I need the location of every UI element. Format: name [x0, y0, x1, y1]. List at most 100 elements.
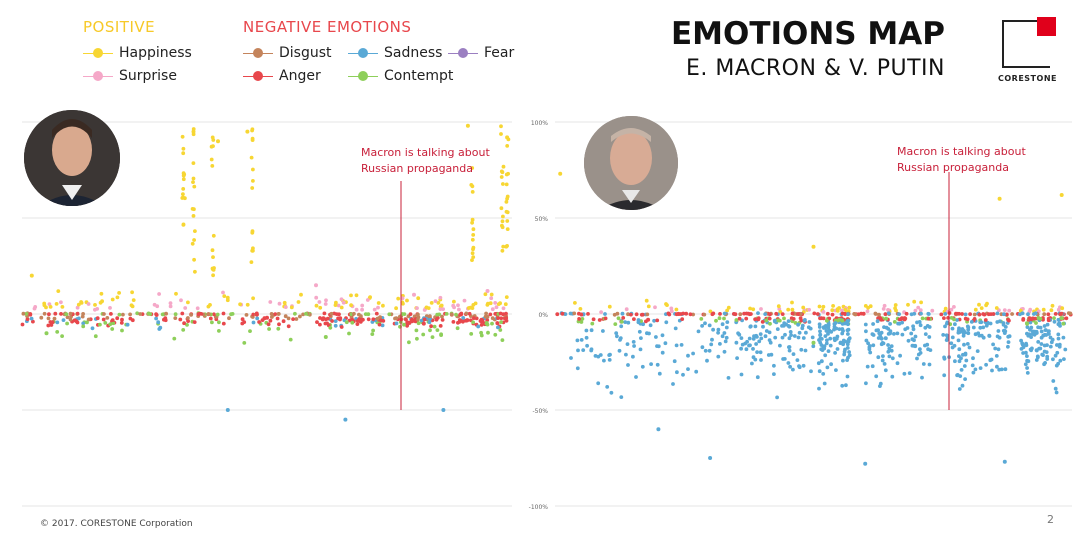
data-point	[503, 302, 508, 307]
data-point	[365, 298, 370, 302]
data-point	[349, 303, 353, 308]
data-point	[817, 322, 822, 327]
data-point	[977, 312, 982, 317]
data-point	[829, 330, 834, 334]
data-point	[1006, 334, 1011, 339]
data-point	[484, 321, 489, 325]
data-point	[376, 305, 380, 310]
data-point	[674, 343, 679, 348]
data-point	[584, 335, 589, 340]
data-point	[248, 329, 252, 333]
data-point	[831, 304, 835, 308]
data-point	[707, 348, 712, 353]
data-point	[251, 296, 256, 301]
data-point	[959, 356, 963, 361]
legend-label: Sadness	[384, 45, 443, 61]
data-point	[637, 329, 642, 334]
data-point	[486, 330, 490, 335]
data-point	[886, 327, 891, 331]
data-point	[267, 327, 271, 331]
data-point	[764, 329, 769, 333]
data-point	[843, 339, 848, 344]
data-point	[1059, 316, 1064, 320]
data-point	[676, 311, 681, 316]
data-point	[569, 356, 573, 360]
data-point	[125, 322, 130, 327]
data-point	[42, 311, 47, 316]
data-point	[977, 302, 981, 307]
data-point	[1007, 318, 1011, 323]
data-point	[818, 340, 823, 345]
data-point	[405, 298, 409, 303]
legend-swatch	[83, 47, 113, 59]
data-point	[190, 207, 195, 211]
data-point	[430, 335, 435, 339]
data-point	[59, 300, 63, 305]
data-point	[499, 316, 504, 321]
data-point	[787, 345, 791, 349]
data-point	[208, 316, 213, 321]
data-point	[181, 222, 186, 227]
data-point	[1002, 459, 1007, 464]
data-point	[863, 461, 868, 466]
legend-label: Fear	[484, 45, 515, 61]
data-point	[273, 312, 278, 316]
data-point	[763, 312, 768, 316]
data-point	[801, 305, 806, 310]
data-point	[504, 200, 509, 204]
data-point	[641, 322, 645, 327]
data-point	[963, 377, 967, 381]
legend-item-contempt: Contempt	[348, 68, 453, 84]
data-point	[708, 456, 713, 460]
data-point	[577, 317, 581, 321]
data-point	[471, 247, 475, 252]
data-point	[357, 317, 362, 322]
data-point	[1056, 317, 1061, 322]
data-point	[1045, 357, 1050, 361]
data-point	[942, 316, 946, 320]
data-point	[835, 347, 840, 351]
data-point	[846, 337, 851, 342]
data-point	[29, 273, 34, 278]
data-point	[1064, 316, 1069, 321]
data-point	[1044, 328, 1048, 332]
data-point	[360, 307, 364, 312]
data-point	[505, 227, 510, 232]
data-point	[744, 347, 749, 352]
data-point	[249, 260, 254, 264]
data-point	[470, 237, 475, 242]
data-point	[428, 317, 432, 321]
data-point	[736, 331, 740, 336]
data-point	[1029, 325, 1034, 330]
data-point	[821, 304, 826, 309]
data-point	[1059, 193, 1064, 197]
negative-legend-heading: NEGATIVE EMOTIONS	[243, 18, 412, 36]
data-point	[817, 325, 822, 329]
data-point	[716, 327, 721, 332]
data-point	[181, 192, 185, 197]
data-point	[767, 316, 772, 321]
data-point	[54, 302, 59, 306]
data-point	[723, 339, 728, 344]
data-point	[886, 311, 891, 316]
data-point	[775, 327, 780, 331]
data-point	[156, 320, 161, 325]
data-point	[601, 329, 605, 333]
data-point	[490, 321, 494, 326]
data-point	[790, 311, 795, 316]
data-point	[590, 321, 595, 326]
data-point	[796, 312, 800, 316]
data-point	[923, 325, 928, 330]
data-point	[703, 348, 708, 353]
data-point	[817, 386, 821, 391]
data-point	[978, 366, 983, 370]
data-point	[1049, 308, 1054, 313]
data-point	[1053, 353, 1058, 358]
data-point	[833, 321, 838, 325]
legend-item-fear: Fear	[448, 45, 514, 61]
data-point	[49, 323, 54, 327]
data-point	[1039, 335, 1044, 340]
data-point	[357, 312, 361, 317]
legend-swatch	[448, 47, 478, 59]
data-point	[109, 312, 113, 316]
